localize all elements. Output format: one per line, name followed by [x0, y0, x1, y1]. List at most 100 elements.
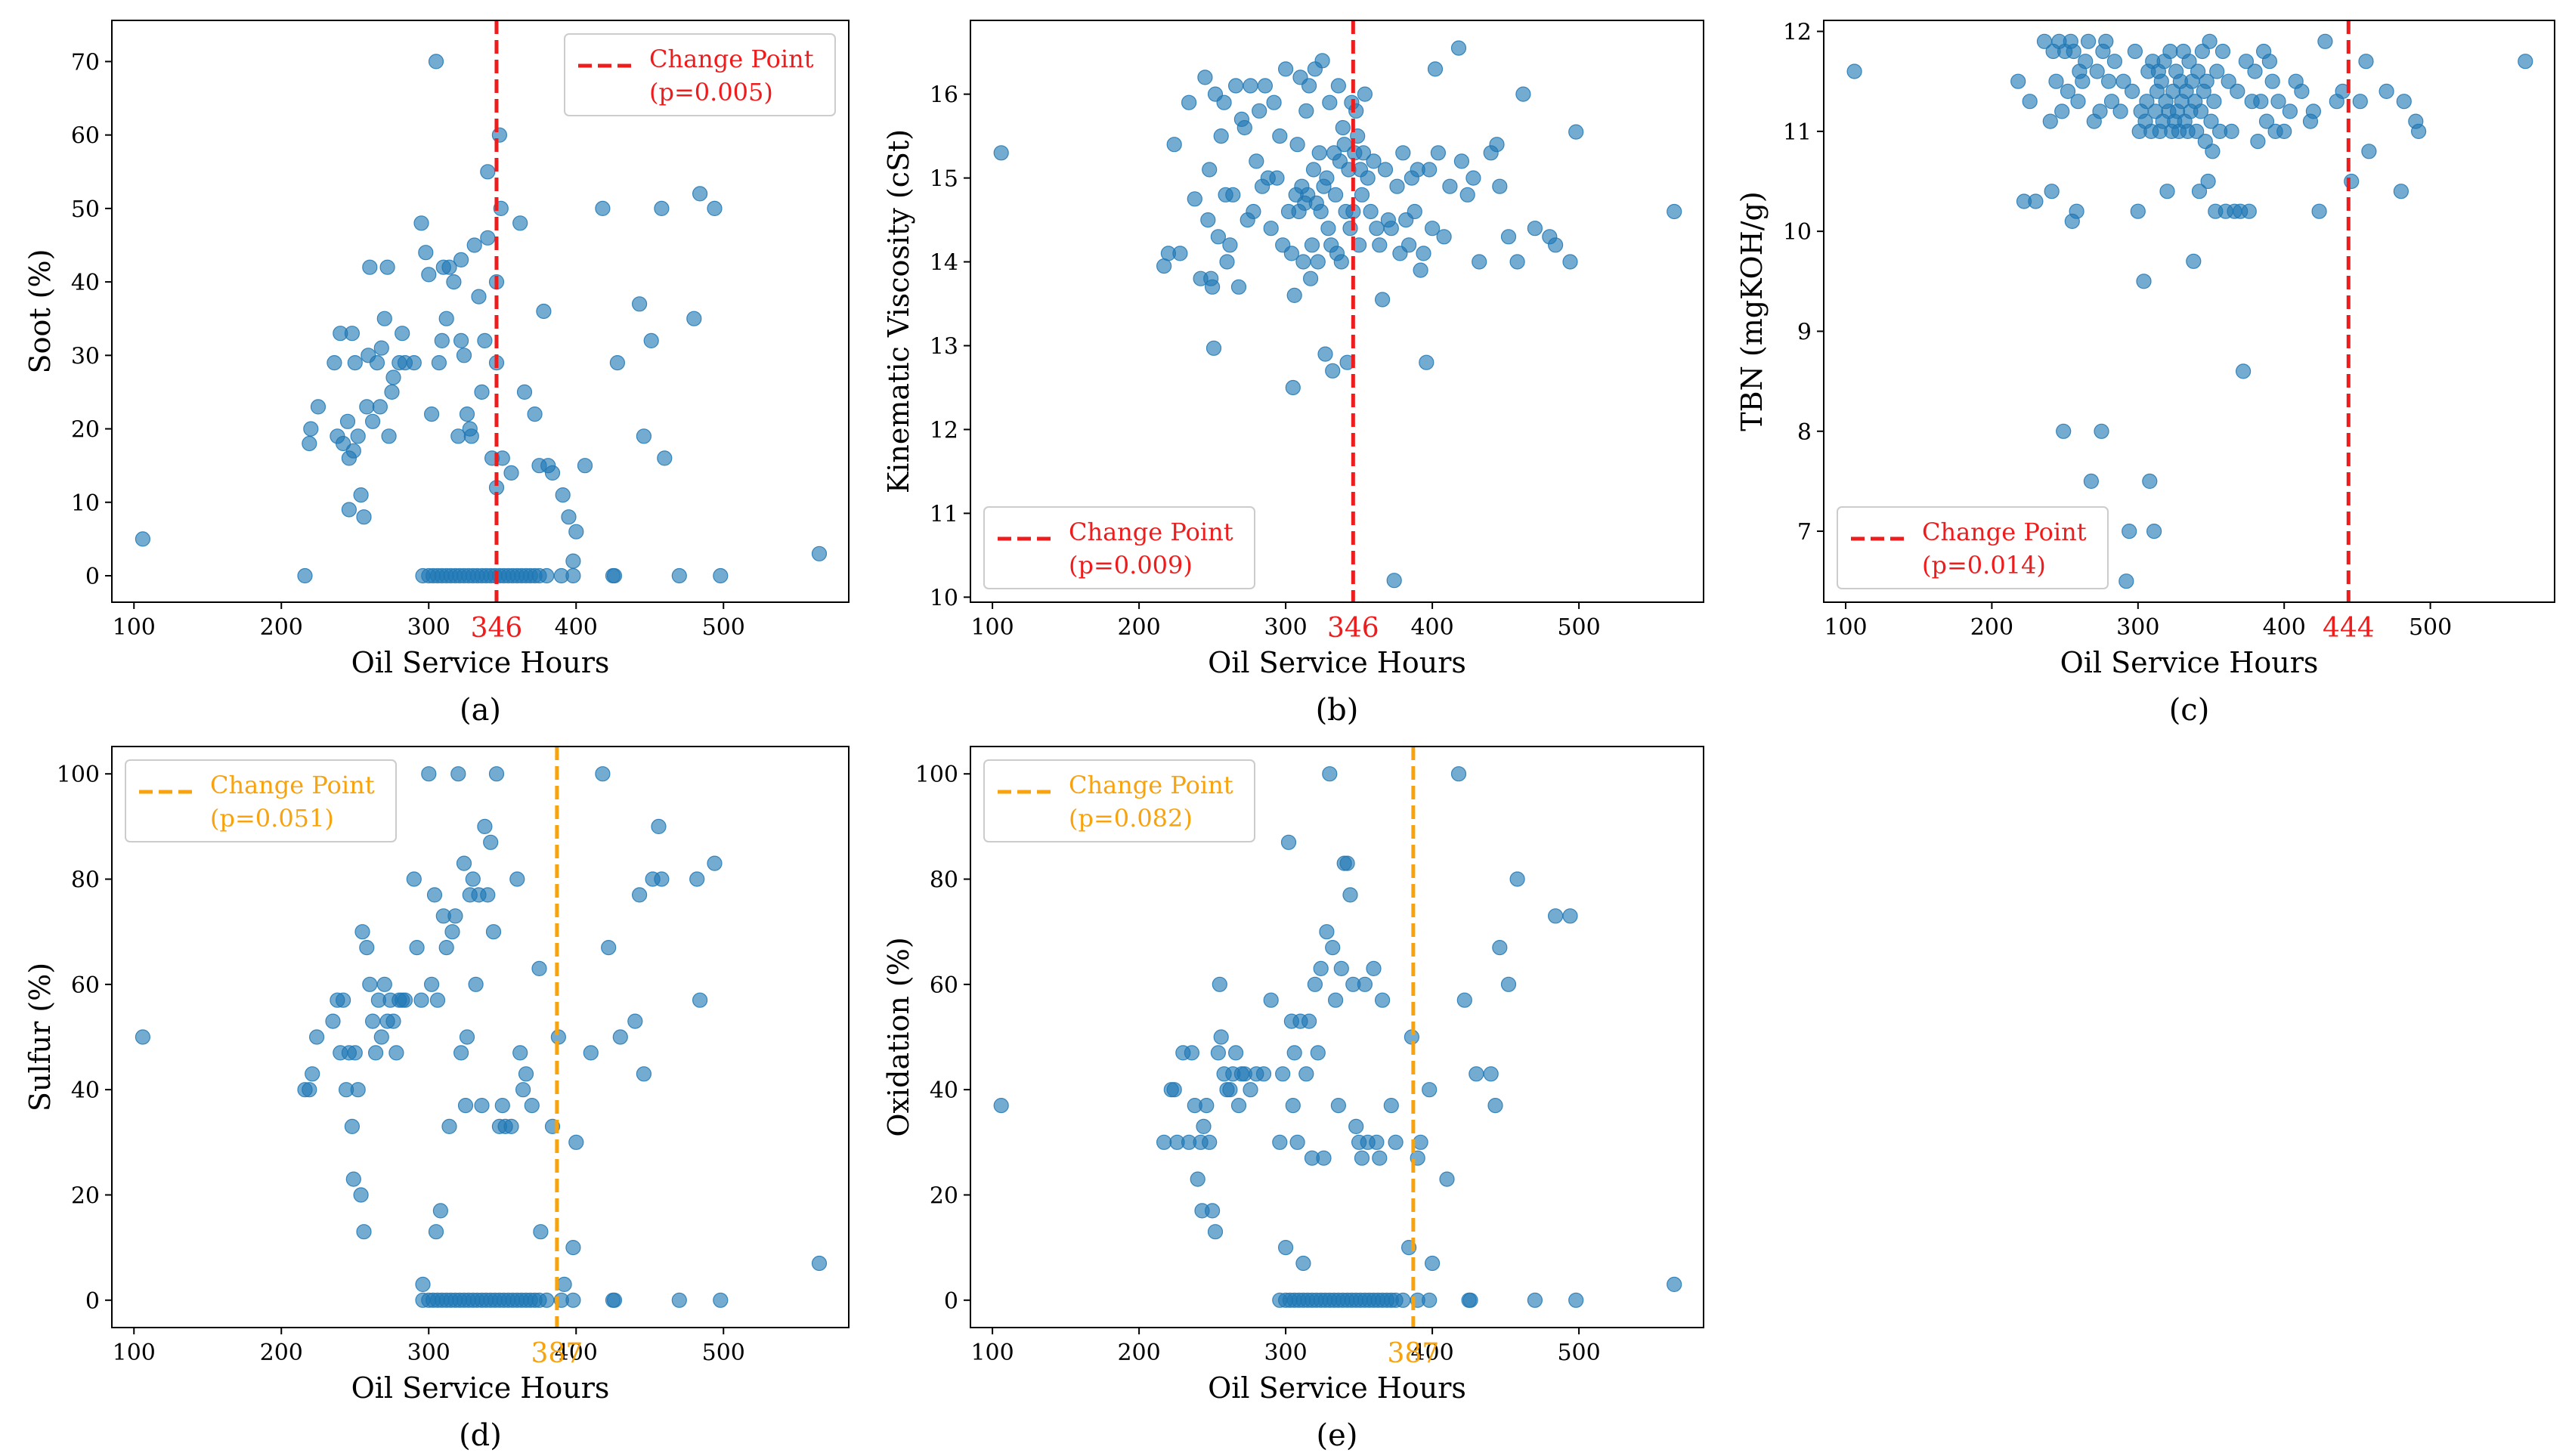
scatter-point [2358, 54, 2374, 70]
scatter-point [1846, 63, 1862, 79]
scatter-point [1243, 1082, 1258, 1098]
scatter-point [310, 399, 327, 415]
y-tick-label: 10 [1783, 219, 1812, 246]
x-tick-label: 200 [260, 614, 303, 641]
scatter-point [459, 1029, 475, 1045]
scatter-point [518, 1066, 534, 1082]
scatter-point [671, 567, 687, 584]
scatter-point [1289, 1134, 1305, 1150]
scatter-point [2199, 73, 2214, 89]
scatter-point [595, 200, 611, 216]
scatter-point [2139, 94, 2155, 110]
scatter-point [369, 355, 385, 371]
y-tick-label: 7 [1797, 519, 1812, 546]
scatter-point [1527, 1292, 1543, 1308]
x-tick-label: 400 [2263, 614, 2306, 641]
scatter-point [2270, 94, 2286, 110]
scatter-point [1269, 170, 1285, 186]
scatter-point [2189, 123, 2205, 139]
scatter-point [2078, 54, 2094, 70]
scatter-point [1313, 203, 1329, 220]
scatter-point [456, 348, 472, 363]
scatter-point [336, 435, 351, 452]
y-tick-label: 30 [71, 343, 100, 369]
x-tick-label: 100 [113, 1340, 156, 1366]
scatter-point [2202, 33, 2218, 49]
scatter-point [2344, 173, 2360, 190]
scatter-point [379, 259, 395, 275]
legend: Change Point (p=0.051) [125, 759, 397, 842]
x-tick-label: 200 [1970, 614, 2013, 641]
scatter-point [1266, 94, 1282, 110]
scatter-point [385, 1013, 401, 1029]
scatter-point [1230, 1097, 1247, 1114]
scatter-point [1222, 237, 1238, 253]
scatter-point [1450, 766, 1467, 782]
scatter-point [1456, 992, 1472, 1008]
scatter-point [1319, 170, 1335, 186]
scatter-point [1383, 1097, 1399, 1114]
scatter-point [707, 200, 723, 216]
scatter-point [1319, 924, 1335, 940]
scatter-point [2112, 104, 2128, 119]
scatter-point [397, 992, 413, 1008]
scatter-point [1277, 61, 1294, 77]
legend-box [1837, 506, 2109, 589]
scatter-point [993, 1097, 1009, 1114]
scatter-point [2075, 73, 2091, 89]
scatter-point [503, 465, 519, 481]
x-axis-label: Oil Service Hours [2060, 646, 2319, 679]
scatter-point [385, 369, 401, 385]
scatter-point [2083, 473, 2099, 490]
y-axis-label: Kinematic Viscosity (cSt) [882, 129, 915, 493]
y-tick-label: 100 [57, 762, 100, 788]
scatter-point [1230, 279, 1247, 295]
scatter-point [1289, 137, 1305, 153]
scatter-point [1422, 1292, 1438, 1308]
scatter-point [2010, 73, 2026, 89]
scatter-point [1354, 1150, 1370, 1166]
scatter-point [2203, 113, 2219, 129]
scatter-point [409, 939, 425, 956]
scatter-point [568, 524, 584, 539]
scatter-point [1298, 1066, 1314, 1082]
scatter-point [636, 1066, 652, 1082]
scatter-point [480, 230, 496, 246]
scatter-point [441, 1118, 457, 1135]
legend-p-value: (p=0.005) [649, 78, 773, 107]
scatter-point [362, 259, 378, 275]
scatter-point [1492, 939, 1508, 956]
change-point-value: 387 [531, 1338, 583, 1369]
scatter-point [568, 1134, 584, 1150]
scatter-point [544, 465, 561, 481]
scatter-point [477, 818, 493, 835]
scatter-point [1322, 766, 1338, 782]
y-tick-label: 40 [930, 1077, 958, 1104]
legend-box [564, 33, 836, 116]
scatter-point [1302, 270, 1319, 286]
scatter-point [2042, 113, 2058, 129]
scatter-point [1430, 145, 1447, 161]
scatter-point [1249, 153, 1264, 169]
scatter-point [1272, 1134, 1288, 1150]
scatter-point [488, 766, 505, 782]
scatter-point [347, 1045, 363, 1061]
legend-p-value: (p=0.051) [210, 804, 334, 833]
panel-caption: (c) [2169, 693, 2210, 728]
scatter-point [1187, 191, 1202, 207]
scatter-point [2142, 473, 2158, 490]
scatter-point [609, 355, 626, 371]
scatter-point [305, 1066, 320, 1082]
scatter-point [459, 406, 475, 422]
scatter-point [2411, 123, 2427, 139]
scatter-point [1424, 1255, 1441, 1272]
x-tick-label: 200 [1117, 614, 1160, 641]
scatter-point [1190, 1171, 1205, 1187]
scatter-point [1286, 1045, 1302, 1061]
y-tick-label: 20 [71, 1182, 100, 1209]
scatter-point [359, 939, 375, 956]
scatter-point [1422, 1082, 1438, 1098]
scatter-point [1311, 145, 1327, 161]
scatter-point [1327, 187, 1344, 202]
